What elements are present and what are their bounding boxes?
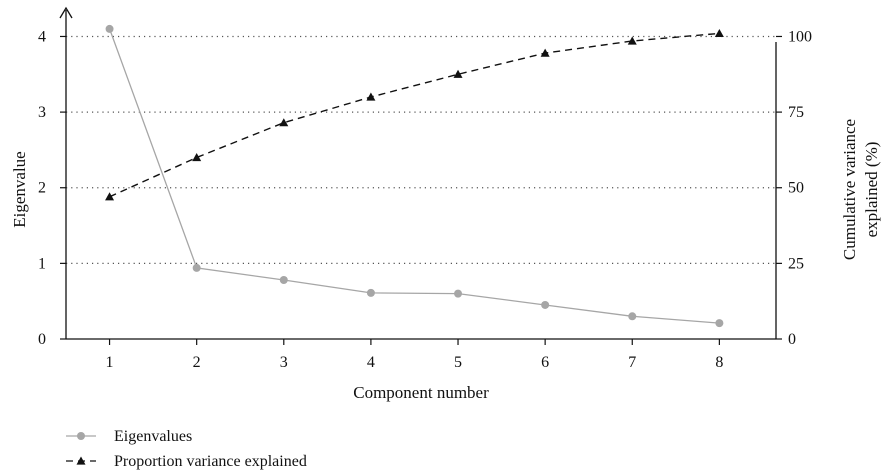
legend-label: Eigenvalues bbox=[114, 428, 192, 445]
right-y-axis-label: Cumulative variance bbox=[840, 119, 859, 260]
left-y-tick-label: 2 bbox=[38, 180, 46, 197]
data-point bbox=[366, 92, 376, 101]
series-line bbox=[108, 28, 720, 324]
right-y-tick-label: 25 bbox=[788, 255, 804, 272]
x-tick-label: 5 bbox=[454, 354, 462, 371]
data-point bbox=[105, 24, 114, 33]
legend-marker bbox=[76, 456, 86, 465]
right-y-tick-label: 100 bbox=[788, 28, 812, 45]
x-tick-label: 3 bbox=[280, 354, 288, 371]
data-point bbox=[540, 48, 550, 57]
x-tick-label: 1 bbox=[106, 354, 114, 371]
data-point bbox=[279, 276, 288, 285]
legend-label: Proportion variance explained bbox=[114, 453, 307, 470]
data-point bbox=[627, 36, 637, 45]
data-point bbox=[453, 69, 463, 78]
x-tick-label: 7 bbox=[628, 354, 636, 371]
x-tick-label: 8 bbox=[715, 354, 723, 371]
left-y-tick-label: 0 bbox=[38, 331, 46, 348]
x-axis-label: Component number bbox=[353, 383, 489, 402]
data-point bbox=[714, 28, 724, 38]
series-line bbox=[109, 32, 720, 198]
data-point bbox=[628, 312, 637, 321]
axis-labels: Component number Eigenvalue Cumulative var… bbox=[10, 119, 881, 402]
left-y-axis-label: Eigenvalue bbox=[10, 151, 29, 227]
data-point bbox=[192, 263, 201, 272]
data-point bbox=[105, 192, 115, 201]
left-y-axis-arrow-icon bbox=[59, 6, 73, 19]
right-y-tick-label: 75 bbox=[788, 104, 804, 121]
x-tick-label: 2 bbox=[193, 354, 201, 371]
legend-marker bbox=[77, 432, 85, 440]
ticks: 0 1 2 3 4 0 25 50 75 100 1 2 3 4 5 6 7 8 bbox=[38, 28, 812, 371]
data-point bbox=[192, 152, 202, 162]
right-y-tick-label: 0 bbox=[788, 331, 796, 348]
left-y-tick-label: 4 bbox=[38, 28, 46, 45]
left-y-tick-label: 3 bbox=[38, 104, 46, 121]
x-tick-label: 6 bbox=[541, 354, 549, 371]
left-y-tick-label: 1 bbox=[38, 255, 46, 272]
data-point bbox=[454, 289, 463, 298]
right-y-tick-label: 50 bbox=[788, 180, 804, 197]
series bbox=[105, 24, 724, 328]
x-tick-label: 4 bbox=[367, 354, 375, 371]
axes bbox=[59, 6, 777, 340]
data-point bbox=[715, 319, 724, 328]
legend: Eigenvalues Proportion variance explained bbox=[66, 428, 307, 470]
right-y-axis-label: explained (%) bbox=[862, 142, 881, 238]
data-point bbox=[366, 288, 375, 297]
data-point bbox=[279, 118, 289, 127]
data-point bbox=[541, 300, 550, 309]
gridlines bbox=[66, 35, 776, 264]
